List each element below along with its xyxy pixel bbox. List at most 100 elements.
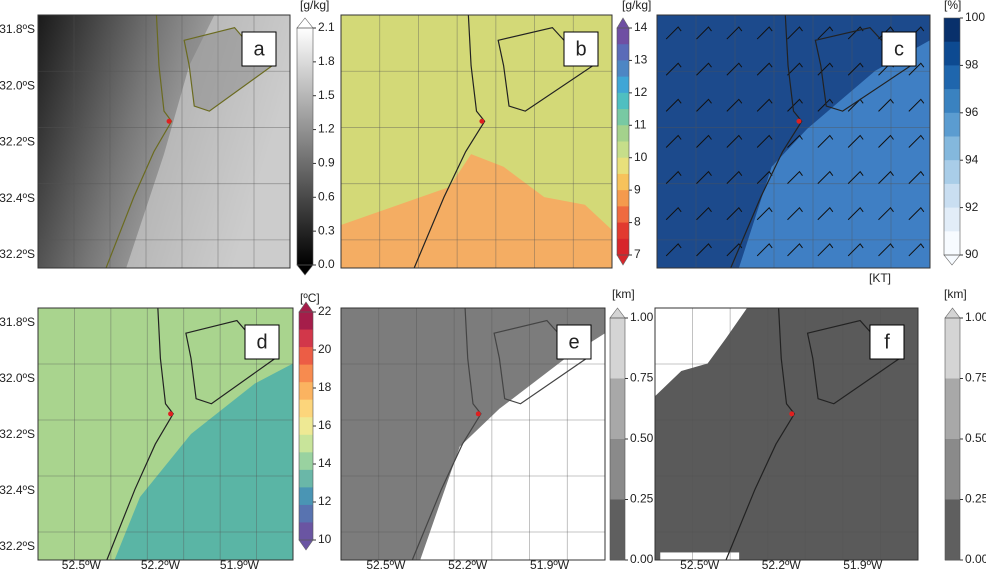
wind-barb <box>878 243 894 257</box>
colorbar-tick-label: 20 <box>318 342 332 356</box>
lon-label: 51.9ºW <box>530 558 570 572</box>
colorbar-tick-label: 14 <box>318 456 332 470</box>
panel-label-box <box>869 324 905 360</box>
wind-barb <box>787 170 803 184</box>
wind-barb <box>908 207 925 221</box>
wind-barb <box>756 62 773 76</box>
colorbar-segment <box>299 434 313 453</box>
coastline <box>411 307 482 561</box>
wind-barb <box>696 243 712 257</box>
panel-label-box <box>241 31 277 67</box>
wind-barb <box>756 134 773 148</box>
coastline <box>105 14 173 269</box>
wind-barb <box>756 26 773 40</box>
wind-barb <box>878 207 894 221</box>
colorbar-segment <box>299 382 313 401</box>
map-frame <box>37 307 294 561</box>
lat-label: 31.8ºS <box>0 22 35 36</box>
colorbar-segment <box>610 318 625 379</box>
colorbar-unit: [g/kg] <box>622 0 651 12</box>
wind-barb <box>847 207 864 221</box>
colorbar-segment <box>945 439 960 500</box>
lat-label: 32.4ºS <box>0 191 35 205</box>
colorbar-segment <box>299 364 313 383</box>
wind-barb <box>787 207 803 221</box>
wind-barb <box>878 134 894 148</box>
colorbar-extend <box>616 17 630 29</box>
lagoon-outline <box>497 26 595 112</box>
station-marker <box>168 411 174 417</box>
lon-label: 52.2ºW <box>448 558 488 572</box>
map-panel: c <box>656 14 931 269</box>
field-region <box>420 333 605 560</box>
colorbar-tick-label: 0.3 <box>318 223 335 237</box>
lon-label: 52.5ºW <box>366 558 406 572</box>
colorbar-tick-label: 1.00 <box>630 310 654 324</box>
wind-barb <box>726 26 743 40</box>
colorbar-tick-label: 1.2 <box>318 122 335 136</box>
colorbar-extend <box>616 254 630 266</box>
colorbar-extend <box>609 307 626 319</box>
colorbar-tick-label: 22 <box>318 304 332 318</box>
colorbar-tick-label: 7 <box>634 247 641 261</box>
wind-barb <box>665 134 682 148</box>
colorbar-frame <box>616 27 630 256</box>
colorbar-tick-label: 1.5 <box>318 88 335 102</box>
wind-barb <box>726 134 743 148</box>
colorbar-segment <box>617 190 629 207</box>
colorbar-segment <box>617 92 629 110</box>
wind-barb <box>726 207 743 221</box>
wind-barb <box>908 62 925 76</box>
colorbar-segment <box>945 378 960 440</box>
field-region <box>738 40 930 268</box>
lat-label: 32.0ºS <box>0 78 35 92</box>
wind-barb <box>665 98 682 112</box>
colorbar-tick-label: 96 <box>965 105 979 119</box>
wind-barb <box>817 134 834 148</box>
colorbar-segment <box>617 173 629 191</box>
map-frame <box>340 14 613 269</box>
colorbar-tick-label: 16 <box>318 418 332 432</box>
wind-barb <box>847 134 864 148</box>
wind-barb <box>756 98 773 112</box>
colorbar-tick-label: 10 <box>634 150 648 164</box>
lat-label: 31.8ºS <box>0 315 35 329</box>
colorbar-segment <box>299 329 313 348</box>
colorbar-tick-label: 100 <box>965 10 985 24</box>
wind-barb <box>817 98 834 112</box>
lat-label: 32.2ºS <box>0 247 35 261</box>
colorbar: 2.1 1.8 1.5 1.2 0.9 0.6 0.3 0.0 [g/kg] <box>296 0 335 276</box>
map-frame <box>654 307 919 561</box>
lagoon-outline <box>185 319 277 405</box>
colorbar-segment <box>944 112 960 137</box>
colorbar-segment <box>944 231 960 256</box>
lon-label: 52.2ºW <box>762 558 802 572</box>
colorbar-unit: [g/kg] <box>300 0 329 12</box>
field-region <box>660 552 740 560</box>
map-panel: b <box>340 14 613 269</box>
panel-label: e <box>568 331 579 353</box>
lat-label: 32.2ºS <box>0 539 35 553</box>
wind-barb <box>878 170 894 184</box>
station-marker <box>166 118 172 124</box>
panel-label: d <box>256 331 267 353</box>
wind-barb <box>696 207 712 221</box>
map-panel: a <box>37 14 291 269</box>
colorbar-tick-label: 9 <box>634 182 641 196</box>
colorbar-extend <box>296 264 314 276</box>
colorbar-tick-label: 0.75 <box>630 371 654 385</box>
colorbar-segment <box>299 504 313 523</box>
lat-label: 32.0ºS <box>0 371 35 385</box>
panel-label: f <box>884 331 890 353</box>
colorbar-segment <box>944 136 960 161</box>
lon-label: 51.9ºW <box>843 558 883 572</box>
wind-barb <box>696 170 712 184</box>
lagoon-outline <box>493 319 588 405</box>
colorbar-segment <box>944 160 960 185</box>
coastline <box>730 14 803 269</box>
colorbar-segment <box>944 18 960 43</box>
colorbar-segment <box>617 206 629 224</box>
field-region <box>655 308 748 397</box>
colorbar-tick-label: 1.00 <box>965 310 986 324</box>
